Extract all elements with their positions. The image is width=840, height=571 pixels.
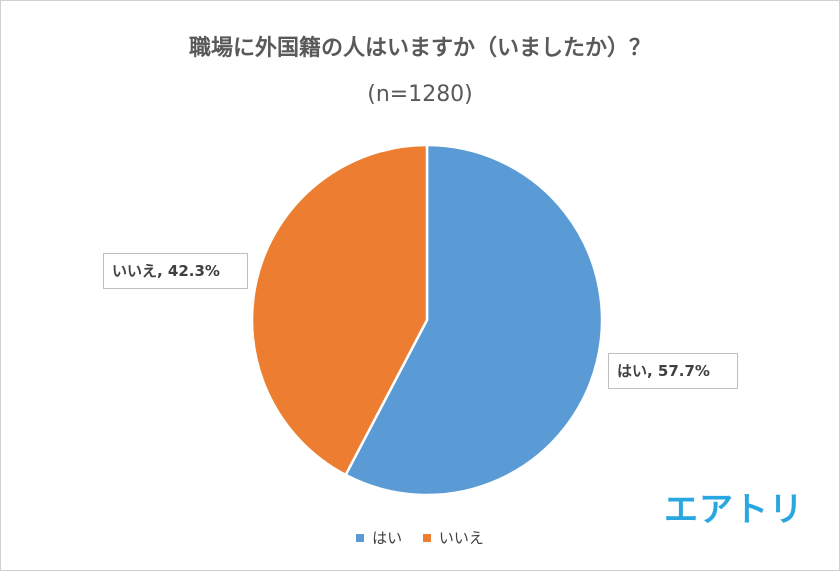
legend-label-yes: はい (372, 529, 403, 547)
data-label-no: いいえ, 42.3% (103, 253, 248, 289)
chart-title: 職場に外国籍の人はいますか（いましたか）？ (188, 36, 651, 61)
brand-logo: エアトリ (664, 490, 804, 530)
legend: はい いいえ (0, 527, 840, 548)
pie-slice-no (250, 143, 429, 477)
chart-subtitle: (n=1280) (367, 82, 473, 107)
legend-item-yes: はい (356, 527, 402, 548)
legend-swatch-yes (356, 533, 365, 542)
legend-label-no: いいえ (438, 529, 484, 547)
pie-slice-yes (344, 143, 604, 497)
data-label-yes: はい, 57.7% (608, 353, 738, 389)
legend-item-no: いいえ (422, 527, 484, 548)
legend-swatch-no (422, 533, 431, 542)
